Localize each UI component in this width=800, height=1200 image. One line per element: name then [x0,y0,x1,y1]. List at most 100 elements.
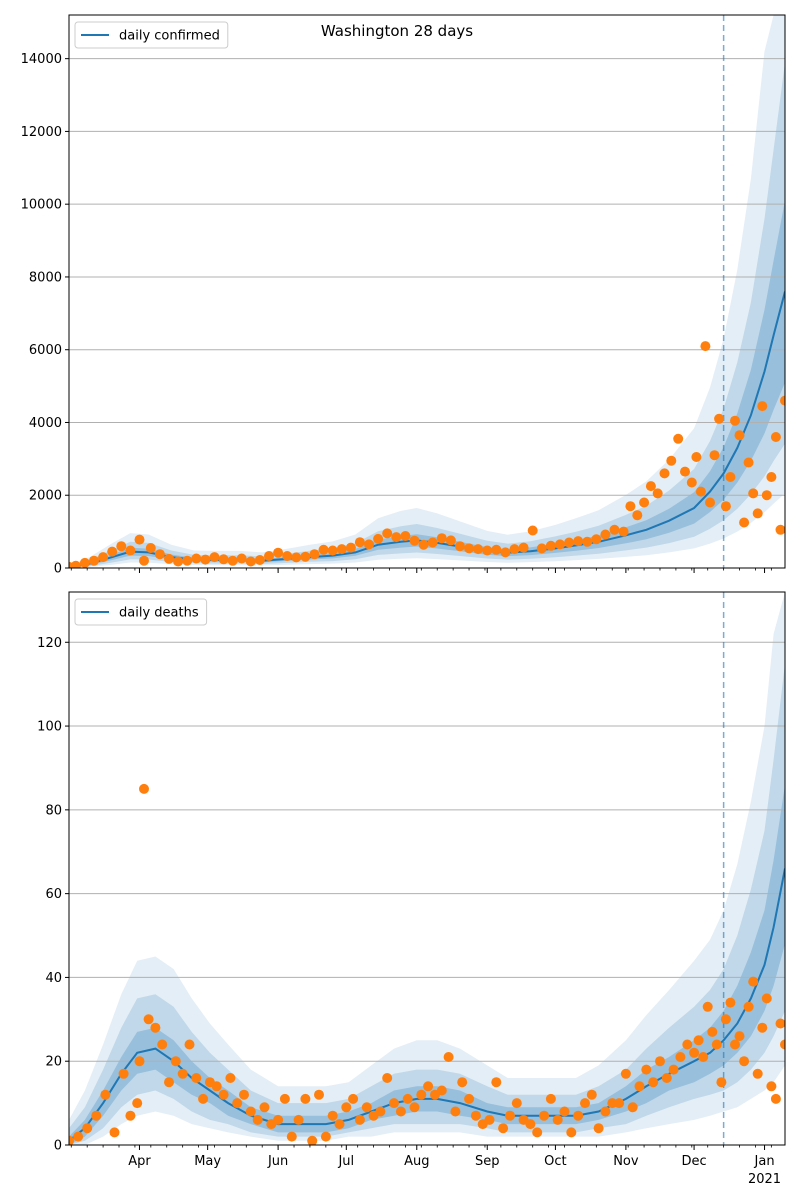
observed-point [752,1068,763,1079]
observed-point [82,1123,93,1134]
observed-point [695,486,706,497]
observed-point [402,1093,413,1104]
observed-point [545,1093,556,1104]
observed-point [716,1077,727,1088]
observed-point [652,488,663,499]
observed-point [518,542,529,553]
observed-point [389,1098,399,1109]
observed-point [118,1068,129,1079]
observed-point [409,1102,420,1113]
observed-point [182,555,193,566]
observed-point [573,1110,584,1121]
observed-point [361,1102,372,1113]
observed-point [154,549,165,560]
observed-point [705,497,715,508]
observed-point [659,468,670,479]
observed-point [327,545,338,556]
confirmed-y-ticks: 0 2000 4000 6000 8000 10000 12000 14000 [21,52,69,577]
deaths-axes-frame [68,591,786,1146]
observed-point [143,1014,154,1025]
observed-point [334,1119,345,1130]
observed-point [282,551,293,561]
observed-point [620,1068,631,1079]
observed-point [139,555,149,566]
observed-point [125,545,136,556]
observed-point [327,1110,338,1121]
observed-point [730,1039,740,1050]
observed-point [770,432,781,442]
observed-point [555,539,565,550]
observed-point [639,497,650,508]
y-tick-label: 60 [45,887,62,902]
observed-point [307,1135,318,1145]
observed-point [641,1064,652,1075]
y-tick-label: 0 [54,562,62,577]
y-tick-label: 40 [45,971,62,986]
observed-point [455,541,465,552]
observed-point [691,452,702,462]
observed-point [730,415,740,426]
x-tick-label: Aug [404,1154,429,1169]
observed-point [236,553,247,564]
observed-point [164,553,174,564]
observed-point [766,472,777,482]
observed-point [491,1077,502,1088]
deaths-gridlines [69,641,785,1062]
legend-label: daily deaths [119,606,199,621]
observed-point [109,1127,120,1138]
observed-point [559,1106,570,1117]
y-tick-label: 6000 [29,343,62,358]
uncertainty-band [69,15,785,568]
observed-point [382,528,393,539]
x-tick-label: Nov [613,1154,639,1169]
observed-point [218,554,229,565]
observed-point [423,1081,434,1092]
observed-point [300,551,311,562]
observed-point [418,539,429,550]
observed-point [500,547,511,558]
observed-point [689,1047,700,1058]
observed-point [320,1131,331,1142]
observed-point [427,537,438,548]
confirmed-axes-frame [68,14,786,569]
observed-point [318,544,329,555]
observed-point [775,1018,785,1029]
observed-point [354,1114,365,1125]
y-tick-label: 2000 [29,489,62,504]
observed-point [198,1093,209,1104]
observed-point [698,1052,709,1062]
observed-point [225,1073,236,1083]
observed-point [680,466,690,477]
observed-point [536,543,547,554]
chart-title: Washington 28 days [321,22,473,40]
observed-point [218,1089,229,1100]
observed-point [293,1114,304,1125]
confirmed-uncertainty-bands [69,15,785,568]
observed-point [614,1098,625,1109]
x-tick-label: Dec [682,1154,707,1169]
observed-point [91,1110,102,1121]
observed-point [239,1089,249,1100]
y-tick-label: 10000 [21,198,62,213]
observed-point [593,1123,604,1134]
observed-point [132,1098,143,1109]
observed-point [766,1081,777,1092]
observed-point [336,544,347,555]
y-tick-label: 100 [37,720,62,735]
observed-point [436,1085,447,1096]
observed-point [498,1123,509,1134]
observed-point [245,1106,256,1117]
deaths-y-ticks: 0 20 40 60 80 100 120 [37,636,69,1154]
observed-point [232,1098,243,1109]
observed-point [700,341,711,352]
observed-point [609,524,620,535]
observed-point [400,531,411,541]
observed-point [116,541,127,552]
observed-point [134,1056,145,1067]
observed-point [100,1089,111,1100]
year-label: 2021 [748,1172,781,1187]
observed-point [682,1039,693,1050]
observed-point [743,457,754,468]
deaths-legend: daily deaths [74,598,208,626]
